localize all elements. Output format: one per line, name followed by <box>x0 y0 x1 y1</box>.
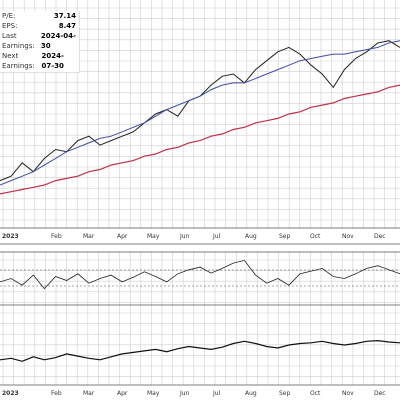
series-line-3 <box>0 259 400 290</box>
x-tick-label: 2023 <box>2 233 19 240</box>
series-line-1 <box>0 40 400 186</box>
eps-label: EPS: <box>2 22 18 30</box>
next-earnings-value: 2024-07-30 <box>41 52 64 70</box>
grid-lines <box>0 0 400 385</box>
pe-row: P/E: 37.14 <box>2 11 76 21</box>
series-lines <box>0 40 400 362</box>
x-tick-label: Mar <box>83 233 95 240</box>
eps-row: EPS: 8.47 <box>2 21 76 31</box>
x-tick-label: Jun <box>179 233 190 240</box>
series-line-4 <box>0 339 400 362</box>
last-earnings-value: 2024-04-30 <box>40 32 76 50</box>
indicator-bands <box>0 269 400 287</box>
next-earnings-row: Next Earnings: 2024-07-30 <box>2 51 76 71</box>
x-tick-label: Aug <box>245 233 257 240</box>
x-tick-label: Dec <box>374 390 386 397</box>
x-tick-label: Mar <box>83 390 95 397</box>
x-tick-label: Oct <box>310 390 321 397</box>
series-line-2 <box>0 84 400 195</box>
pe-value: 37.14 <box>53 12 76 20</box>
x-tick-label: Sep <box>279 233 291 240</box>
x-axis-ticks: 2023 Feb Mar Apr May Jun Jul Aug Sep Oct Nov Dec 202… <box>2 233 386 397</box>
x-tick-label: 2023 <box>2 390 19 397</box>
x-tick-label: Apr <box>117 390 128 397</box>
x-tick-label: Apr <box>117 233 128 240</box>
x-tick-label: Jun <box>179 390 190 397</box>
x-tick-label: Sep <box>279 390 291 397</box>
x-tick-label: Nov <box>342 233 354 240</box>
x-tick-label: Aug <box>245 390 257 397</box>
eps-value: 8.47 <box>58 22 76 30</box>
info-box: P/E: 37.14 EPS: 8.47 Last Earnings: 2024… <box>0 11 80 73</box>
panel-borders <box>0 227 400 386</box>
x-tick-label: Oct <box>310 233 321 240</box>
x-tick-label: Jul <box>212 233 221 240</box>
x-tick-label: Dec <box>374 233 386 240</box>
x-tick-label: Feb <box>51 390 62 397</box>
pe-label: P/E: <box>2 12 16 20</box>
next-earnings-label: Next Earnings: <box>2 52 35 70</box>
last-earnings-row: Last Earnings: 2024-04-30 <box>2 31 76 51</box>
x-tick-label: Nov <box>342 390 354 397</box>
x-tick-label: May <box>147 390 160 397</box>
last-earnings-label: Last Earnings: <box>2 32 35 50</box>
x-tick-label: Feb <box>51 233 62 240</box>
x-tick-label: Jul <box>212 390 221 397</box>
x-tick-label: May <box>147 233 160 240</box>
